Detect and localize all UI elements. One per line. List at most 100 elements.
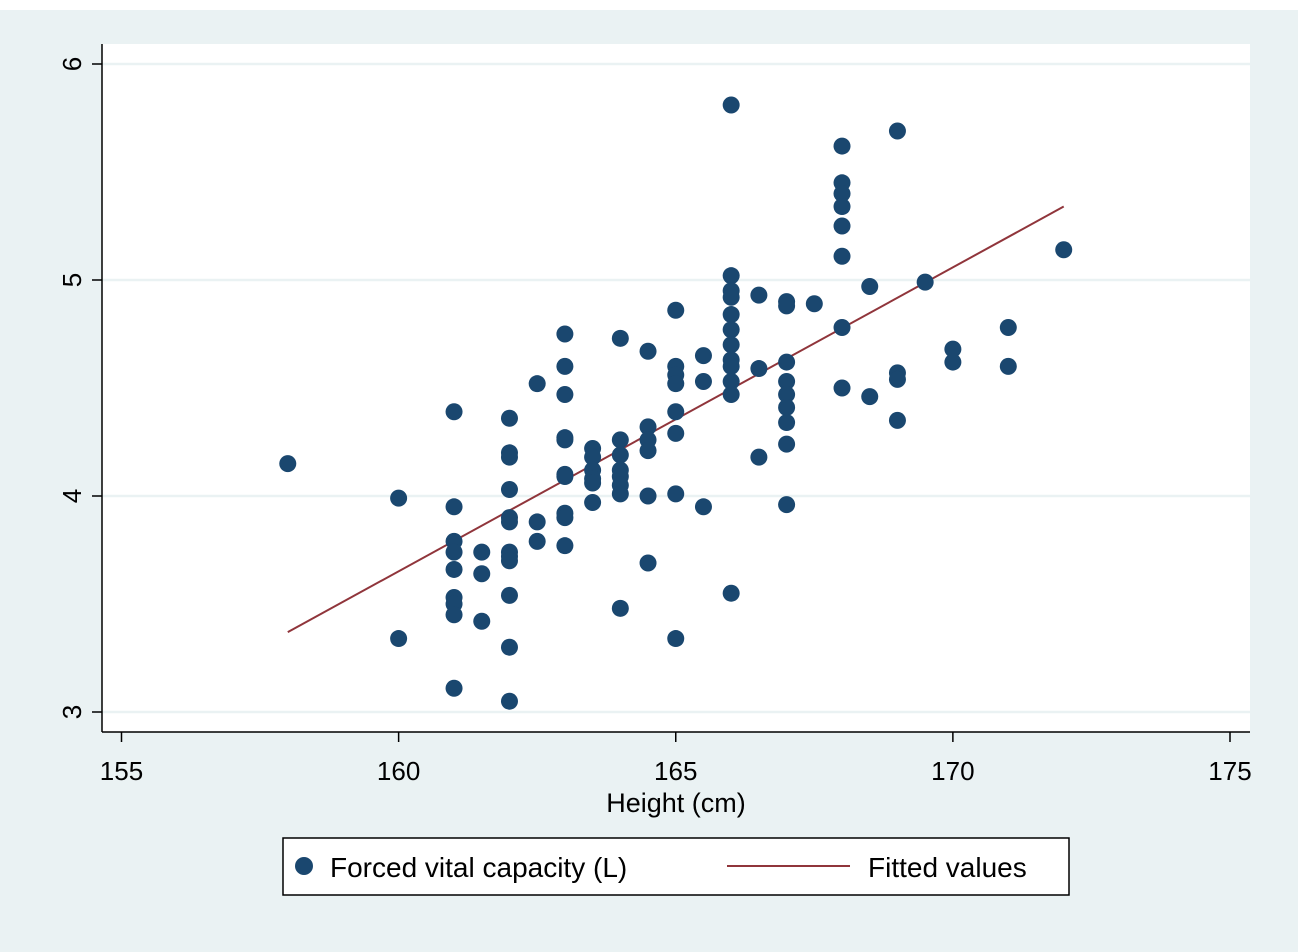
data-point	[667, 301, 685, 319]
data-point	[445, 543, 463, 561]
data-point	[445, 498, 463, 516]
data-point	[500, 552, 518, 570]
data-point	[445, 560, 463, 578]
data-point	[778, 373, 796, 391]
data-point	[611, 599, 629, 617]
scatter-points	[279, 96, 1073, 710]
data-point	[750, 448, 768, 466]
data-point	[611, 329, 629, 347]
data-point	[999, 319, 1017, 337]
data-point	[445, 403, 463, 421]
data-point	[556, 385, 574, 403]
white-margin	[0, 0, 1298, 10]
legend-label-fitted: Fitted values	[868, 852, 1027, 883]
legend-box	[282, 837, 1070, 896]
legend-label-fvc: Forced vital capacity (L)	[330, 852, 627, 883]
y-tick-label: 3	[57, 705, 87, 719]
data-point	[888, 411, 906, 429]
data-point	[611, 431, 629, 449]
data-point	[528, 513, 546, 531]
data-point	[861, 277, 879, 295]
data-point	[722, 288, 740, 306]
data-point	[833, 137, 851, 155]
data-point	[694, 498, 712, 516]
data-point	[584, 493, 602, 511]
data-point	[279, 455, 297, 473]
data-point	[778, 435, 796, 453]
data-point	[390, 630, 408, 648]
data-point	[722, 357, 740, 375]
x-tick-label: 170	[931, 756, 974, 786]
data-point	[667, 424, 685, 442]
data-point	[556, 468, 574, 486]
data-point	[778, 398, 796, 416]
data-point	[667, 630, 685, 648]
data-point	[694, 373, 712, 391]
gridlines	[102, 62, 1250, 714]
data-point	[473, 565, 491, 583]
data-point	[584, 448, 602, 466]
y-tick-label: 6	[57, 57, 87, 71]
data-point	[833, 185, 851, 203]
x-tick-label: 160	[377, 756, 420, 786]
y-axis: 3 4 5 6	[57, 44, 103, 732]
legend: Forced vital capacity (L) Fitted values	[282, 837, 1070, 896]
data-point	[778, 297, 796, 315]
data-point	[999, 357, 1017, 375]
data-point	[556, 537, 574, 555]
x-axis-title: Height (cm)	[606, 788, 746, 818]
data-point	[833, 198, 851, 216]
data-point	[667, 375, 685, 393]
data-point	[833, 319, 851, 337]
data-point	[584, 474, 602, 492]
data-point	[722, 321, 740, 339]
data-point	[500, 513, 518, 531]
data-point	[473, 543, 491, 561]
data-point	[667, 485, 685, 503]
data-point	[528, 375, 546, 393]
data-point	[722, 336, 740, 354]
x-tick-label: 155	[100, 756, 143, 786]
data-point	[888, 370, 906, 388]
y-tick-label: 5	[57, 273, 87, 287]
data-point	[500, 692, 518, 710]
y-tick-label: 4	[57, 489, 87, 503]
data-point	[639, 487, 657, 505]
data-point	[833, 217, 851, 235]
data-point	[556, 325, 574, 343]
data-point	[722, 584, 740, 602]
data-point	[750, 286, 768, 304]
data-point	[500, 409, 518, 427]
data-point	[778, 496, 796, 514]
data-point	[445, 606, 463, 624]
data-point	[639, 554, 657, 572]
data-point	[500, 481, 518, 499]
data-point	[639, 442, 657, 460]
data-point	[750, 360, 768, 378]
data-point	[667, 403, 685, 421]
data-point	[500, 448, 518, 466]
data-point	[722, 96, 740, 114]
data-point	[778, 353, 796, 371]
data-point	[861, 388, 879, 406]
data-point	[390, 489, 408, 507]
data-point	[944, 340, 962, 358]
data-point	[639, 418, 657, 436]
data-point	[500, 586, 518, 604]
data-point	[445, 679, 463, 697]
data-point	[722, 385, 740, 403]
data-point	[500, 638, 518, 656]
data-point	[528, 532, 546, 550]
data-point	[473, 612, 491, 630]
data-point	[916, 273, 934, 291]
x-tick-label: 175	[1208, 756, 1251, 786]
data-point	[722, 373, 740, 391]
legend-marker-scatter	[295, 857, 313, 875]
data-point	[778, 414, 796, 432]
x-axis: 155 160 165 170 175	[100, 731, 1252, 786]
data-point	[556, 509, 574, 527]
x-tick-label: 165	[654, 756, 697, 786]
data-point	[722, 306, 740, 324]
data-point	[1055, 241, 1073, 259]
